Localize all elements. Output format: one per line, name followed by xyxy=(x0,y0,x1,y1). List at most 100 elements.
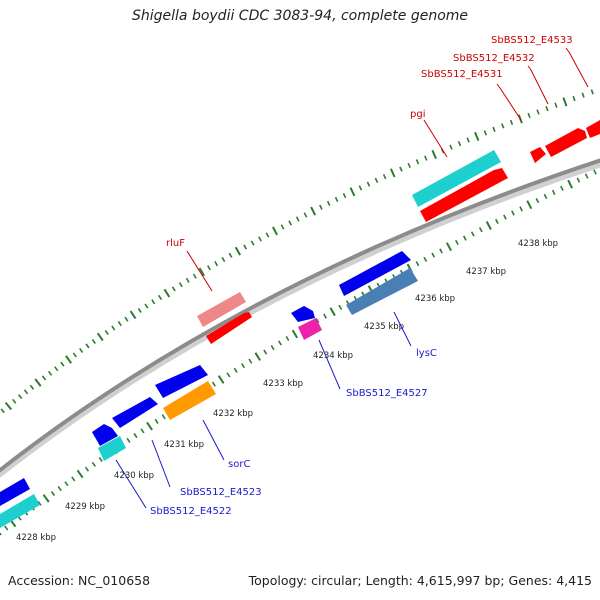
minor-tick xyxy=(454,239,459,245)
gene-e4531[interactable] xyxy=(530,147,546,163)
minor-tick xyxy=(57,486,62,492)
minor-tick xyxy=(50,490,56,496)
gene-left-cyan[interactable] xyxy=(0,494,40,528)
major-tick xyxy=(389,168,396,178)
minor-tick xyxy=(431,252,436,258)
minor-tick xyxy=(590,89,594,95)
gene-pgi-cyan[interactable] xyxy=(412,150,501,207)
outer-tick-row xyxy=(0,86,600,414)
minor-tick xyxy=(29,384,35,390)
leader-sorC xyxy=(202,419,225,461)
minor-tick xyxy=(84,466,90,472)
minor-tick xyxy=(576,177,581,183)
leader-e4522 xyxy=(115,459,147,509)
topology-text: Topology: circular; Length: 4,615,997 bp… xyxy=(248,573,592,588)
minor-tick xyxy=(12,398,17,404)
genome-backbone xyxy=(0,158,600,473)
minor-tick xyxy=(483,130,488,136)
label-rluF[interactable]: rluF xyxy=(166,238,185,249)
minor-tick xyxy=(358,185,363,191)
minor-tick xyxy=(584,173,589,179)
label-e4522[interactable]: SbBS512_E4522 xyxy=(150,506,232,517)
minor-tick xyxy=(98,457,103,463)
label-e4533[interactable]: SbBS512_E4533 xyxy=(491,35,573,46)
gene-rluF-outer[interactable] xyxy=(197,292,246,327)
minor-tick xyxy=(535,198,540,204)
minor-tick xyxy=(192,273,197,279)
gene-e4522-cyan[interactable] xyxy=(98,436,126,461)
minor-tick xyxy=(140,428,145,434)
minor-tick xyxy=(581,92,585,98)
minor-tick xyxy=(382,173,387,180)
major-tick xyxy=(562,97,568,107)
minor-tick xyxy=(323,313,327,319)
label-sorC[interactable]: sorC xyxy=(228,459,250,470)
label-lysC[interactable]: lysC xyxy=(416,348,437,359)
gene-left-blue[interactable] xyxy=(0,478,30,506)
label-e4527[interactable]: SbBS512_E4527 xyxy=(346,388,428,399)
major-tick xyxy=(445,242,452,252)
leader-lysC xyxy=(393,311,412,347)
minor-tick xyxy=(91,338,96,344)
major-tick xyxy=(567,179,573,189)
label-leaders xyxy=(115,47,589,509)
scale-label-4235: 4235 kbp xyxy=(364,322,404,332)
minor-tick xyxy=(265,232,270,238)
minor-tick xyxy=(326,200,331,206)
gene-labels: rluF pgi SbBS512_E4531 SbBS512_E4532 SbB… xyxy=(150,35,573,517)
gene-lysC[interactable] xyxy=(346,268,418,315)
gene-e4527[interactable] xyxy=(291,306,315,322)
scale-label-4238: 4238 kbp xyxy=(518,239,558,249)
gene-sorC[interactable] xyxy=(163,381,216,420)
major-tick xyxy=(526,200,533,210)
major-tick xyxy=(96,332,104,342)
major-tick xyxy=(4,401,13,411)
gene-e4527-magenta[interactable] xyxy=(298,318,322,340)
minor-tick xyxy=(415,261,420,267)
minor-tick xyxy=(144,303,149,309)
minor-tick xyxy=(85,343,90,349)
minor-tick xyxy=(519,206,523,212)
gene-e4533[interactable] xyxy=(586,120,600,138)
label-e4531[interactable]: SbBS512_E4531 xyxy=(421,69,503,80)
minor-tick xyxy=(543,193,548,200)
gene-e4523[interactable] xyxy=(112,397,158,428)
minor-tick xyxy=(415,159,420,165)
leader-e4532 xyxy=(527,65,549,105)
major-tick xyxy=(65,355,73,364)
minor-tick xyxy=(4,525,9,531)
scale-label-4231: 4231 kbp xyxy=(164,440,204,450)
scale-label-4228: 4228 kbp xyxy=(16,533,56,543)
label-e4532[interactable]: SbBS512_E4532 xyxy=(453,53,535,64)
minor-tick xyxy=(185,277,190,283)
minor-tick xyxy=(466,137,470,143)
minor-tick xyxy=(233,367,238,373)
minor-tick xyxy=(551,189,556,195)
minor-tick xyxy=(462,235,467,241)
minor-tick xyxy=(158,294,163,301)
gene-lysC-blue[interactable] xyxy=(339,251,411,296)
minor-tick xyxy=(457,140,462,147)
label-e4523[interactable]: SbBS512_E4523 xyxy=(180,487,262,498)
gene-pgi[interactable] xyxy=(420,168,508,222)
gene-rluF[interactable] xyxy=(206,312,252,344)
minor-tick xyxy=(545,106,549,112)
major-tick xyxy=(163,288,171,298)
minor-tick xyxy=(258,236,262,242)
inner-tick-row xyxy=(0,169,597,536)
label-pgi[interactable]: pgi xyxy=(410,109,425,120)
minor-tick xyxy=(560,185,564,191)
minor-tick xyxy=(60,361,65,367)
minor-tick xyxy=(285,335,290,342)
map-title: Shigella boydii CDC 3083-94, complete ge… xyxy=(131,8,469,24)
gene-e4532[interactable] xyxy=(545,128,587,157)
minor-tick xyxy=(439,248,443,254)
minor-tick xyxy=(511,210,515,216)
major-tick xyxy=(272,226,278,236)
gene-e4524[interactable] xyxy=(155,365,208,398)
minor-tick xyxy=(41,375,47,381)
minor-tick xyxy=(111,325,116,331)
gene-e4522[interactable] xyxy=(92,424,118,446)
minor-tick xyxy=(554,102,558,108)
